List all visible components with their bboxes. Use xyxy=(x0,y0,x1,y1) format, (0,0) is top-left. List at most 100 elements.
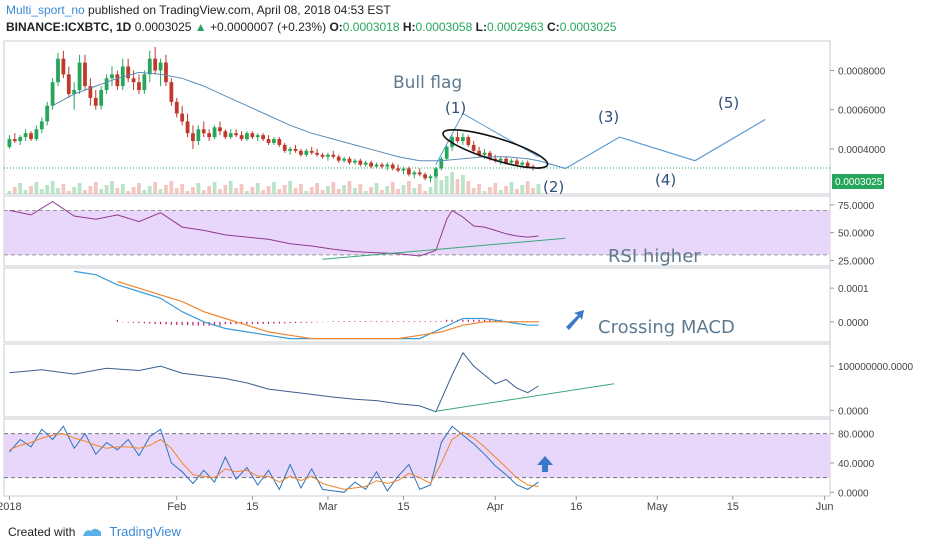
candle-body xyxy=(385,164,390,167)
stoch-d-line xyxy=(9,431,539,490)
candle-body xyxy=(374,164,379,167)
volume-bar xyxy=(450,172,454,194)
volume-bar xyxy=(261,190,266,194)
candle-body xyxy=(455,137,460,142)
volume-bar xyxy=(423,191,427,194)
volume-bar xyxy=(504,186,508,194)
candle-body xyxy=(396,168,400,171)
author-link[interactable]: Multi_sport_no xyxy=(6,3,85,17)
volume-bar xyxy=(390,182,395,194)
volume-bar xyxy=(120,184,125,194)
candle-body xyxy=(169,82,174,102)
volume-bar xyxy=(309,187,314,194)
candle-body xyxy=(110,74,114,79)
volume-bar xyxy=(61,184,66,194)
wave-1-label: (1) xyxy=(445,99,466,117)
volume-bar xyxy=(482,191,487,194)
volume-bar xyxy=(471,188,476,194)
candle-body xyxy=(174,101,179,114)
candle-body xyxy=(358,160,363,165)
stoch-band xyxy=(4,433,830,478)
candle-body xyxy=(50,82,55,106)
volume-bar xyxy=(374,183,379,194)
volume-bar xyxy=(201,190,206,194)
volume-bar xyxy=(250,187,255,194)
volume-bar xyxy=(434,173,438,194)
volume-bar xyxy=(439,180,444,194)
flag-ellipse xyxy=(442,128,549,169)
candle-body xyxy=(207,133,212,138)
candle-body xyxy=(93,97,98,106)
candle-body xyxy=(471,144,476,151)
volume-bar xyxy=(147,186,152,194)
candle-body xyxy=(525,162,530,167)
chart-area[interactable]: 0.0008000 0.0006000 0.0004000 0.0003025 Bull… xyxy=(0,38,932,512)
candle-body xyxy=(309,150,314,153)
volume-bar xyxy=(493,183,498,194)
candle-body xyxy=(212,127,217,138)
candle-body xyxy=(353,160,357,163)
candle-body xyxy=(320,154,325,157)
symbol-label: BINANCE:ICXBTC, 1D xyxy=(6,20,132,34)
wave-2-label: (2) xyxy=(543,178,564,196)
candle-body xyxy=(315,152,320,155)
candle-body xyxy=(250,133,255,138)
candle-body xyxy=(288,148,293,151)
volume-bar xyxy=(7,191,12,194)
y-tick-label: 100000000.0000 xyxy=(838,362,914,373)
candle-body xyxy=(255,135,260,138)
wave-3-label: (3) xyxy=(598,108,619,126)
candle-body xyxy=(299,150,303,155)
volume-bar xyxy=(72,187,77,194)
volume-bar xyxy=(158,189,163,194)
volume-bar xyxy=(153,182,158,194)
low-value: 0.0002963 xyxy=(486,20,544,34)
volume-bar xyxy=(407,181,411,194)
volume-bar xyxy=(191,187,195,194)
open-value: 0.0003018 xyxy=(342,20,400,34)
volume-bar xyxy=(385,186,390,194)
volume-bar xyxy=(417,184,422,194)
open-label: O: xyxy=(329,20,343,34)
volume-bar xyxy=(104,185,109,194)
y-tick-label: 0.0000 xyxy=(838,318,869,329)
volume-bar xyxy=(277,189,282,194)
volume-bar xyxy=(353,188,357,194)
volume-bar xyxy=(509,182,514,194)
stoch-k-line xyxy=(9,425,539,493)
created-with-label: Created with xyxy=(8,524,76,539)
volume-bar xyxy=(174,188,179,194)
volume-bar xyxy=(34,182,39,194)
last-price-tag xyxy=(832,174,884,190)
candle-body xyxy=(12,139,17,142)
candle-body xyxy=(412,172,417,175)
candle-body xyxy=(56,58,60,83)
x-tick-label: Apr xyxy=(487,501,504,512)
candle-body xyxy=(487,152,492,159)
macd-signal-line xyxy=(117,280,539,340)
x-tick-label: 15 xyxy=(246,501,258,512)
volume-bar xyxy=(266,186,271,194)
last-price-tag-label: 0.0003025 xyxy=(835,177,883,188)
candle-body xyxy=(142,74,147,91)
volume-bar xyxy=(487,187,492,194)
volume-bar xyxy=(39,189,44,194)
candle-body xyxy=(180,113,185,122)
up-arrow-icon xyxy=(566,310,584,330)
volume-bar xyxy=(293,188,298,194)
candle-body xyxy=(228,133,233,138)
volume-bar xyxy=(12,187,17,194)
y-tick-label: 0.0008000 xyxy=(838,66,886,77)
candle-body xyxy=(137,82,141,91)
volume-bar xyxy=(207,186,212,194)
volume-bar xyxy=(299,184,303,194)
volume-bar xyxy=(369,187,374,194)
tradingview-logo-icon xyxy=(83,528,102,536)
volume-bar xyxy=(320,190,325,194)
volume-bar xyxy=(137,183,141,194)
candle-body xyxy=(336,156,341,161)
volume-bar xyxy=(304,191,309,194)
tradingview-brand[interactable]: TradingView xyxy=(109,524,181,539)
candle-body xyxy=(164,62,168,83)
candle-body xyxy=(218,127,222,132)
